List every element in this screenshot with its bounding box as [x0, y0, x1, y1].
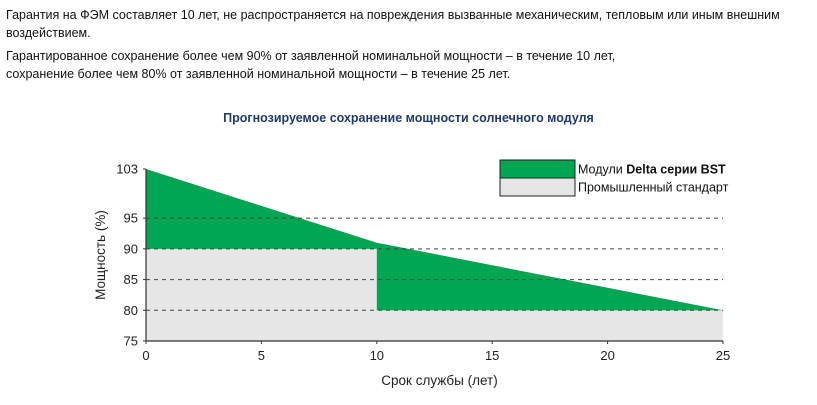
x-tick-label-15: 15 — [485, 348, 499, 363]
legend-swatch-delta — [499, 159, 576, 179]
legend-label-delta: Модули Delta серии BST — [578, 163, 726, 177]
x-tick-label-5: 5 — [258, 348, 265, 363]
y-tick-label-95: 95 — [124, 211, 138, 226]
intro-line-10-years: Гарантированное сохранение более чем 90%… — [6, 49, 616, 63]
y-tick-label-103: 103 — [116, 162, 138, 177]
industry-standard-area — [146, 248, 723, 341]
x-tick-label-10: 10 — [370, 348, 384, 363]
chart-title: Прогнозируемое сохранение мощности солне… — [223, 111, 594, 125]
y-tick-label-80: 80 — [124, 303, 138, 318]
y-axis-title: Мощность (%) — [93, 210, 108, 300]
legend-label-delta-prefix: Модули — [578, 163, 626, 177]
x-tick-label-25: 25 — [716, 348, 730, 363]
x-tick-label-0: 0 — [142, 348, 149, 363]
legend: Модули Delta серии BST Промышленный станд… — [499, 159, 729, 197]
intro-text: Гарантия на ФЭМ составляет 10 лет, не ра… — [6, 6, 811, 83]
delta-bst-area — [146, 169, 723, 311]
plot-area — [146, 169, 723, 341]
y-tick-label-85: 85 — [124, 272, 138, 287]
x-axis-title: Срок службы (лет) — [381, 373, 497, 388]
intro-line-25-years: сохранение более чем 80% от заявленной н… — [6, 67, 511, 81]
intro-line-warranty: Гарантия на ФЭМ составляет 10 лет, не ра… — [6, 8, 780, 40]
legend-label-delta-bold: Delta серии BST — [626, 163, 726, 177]
legend-swatch-industry — [499, 177, 576, 197]
axes: 75 80 85 90 95 103 0 5 10 15 20 25 Срок службы (лет)… — [93, 162, 730, 389]
x-tick-label-20: 20 — [600, 348, 614, 363]
y-tick-label-75: 75 — [124, 334, 138, 349]
legend-label-industry: Промышленный стандарт — [578, 181, 729, 195]
y-tick-label-90: 90 — [124, 241, 138, 256]
